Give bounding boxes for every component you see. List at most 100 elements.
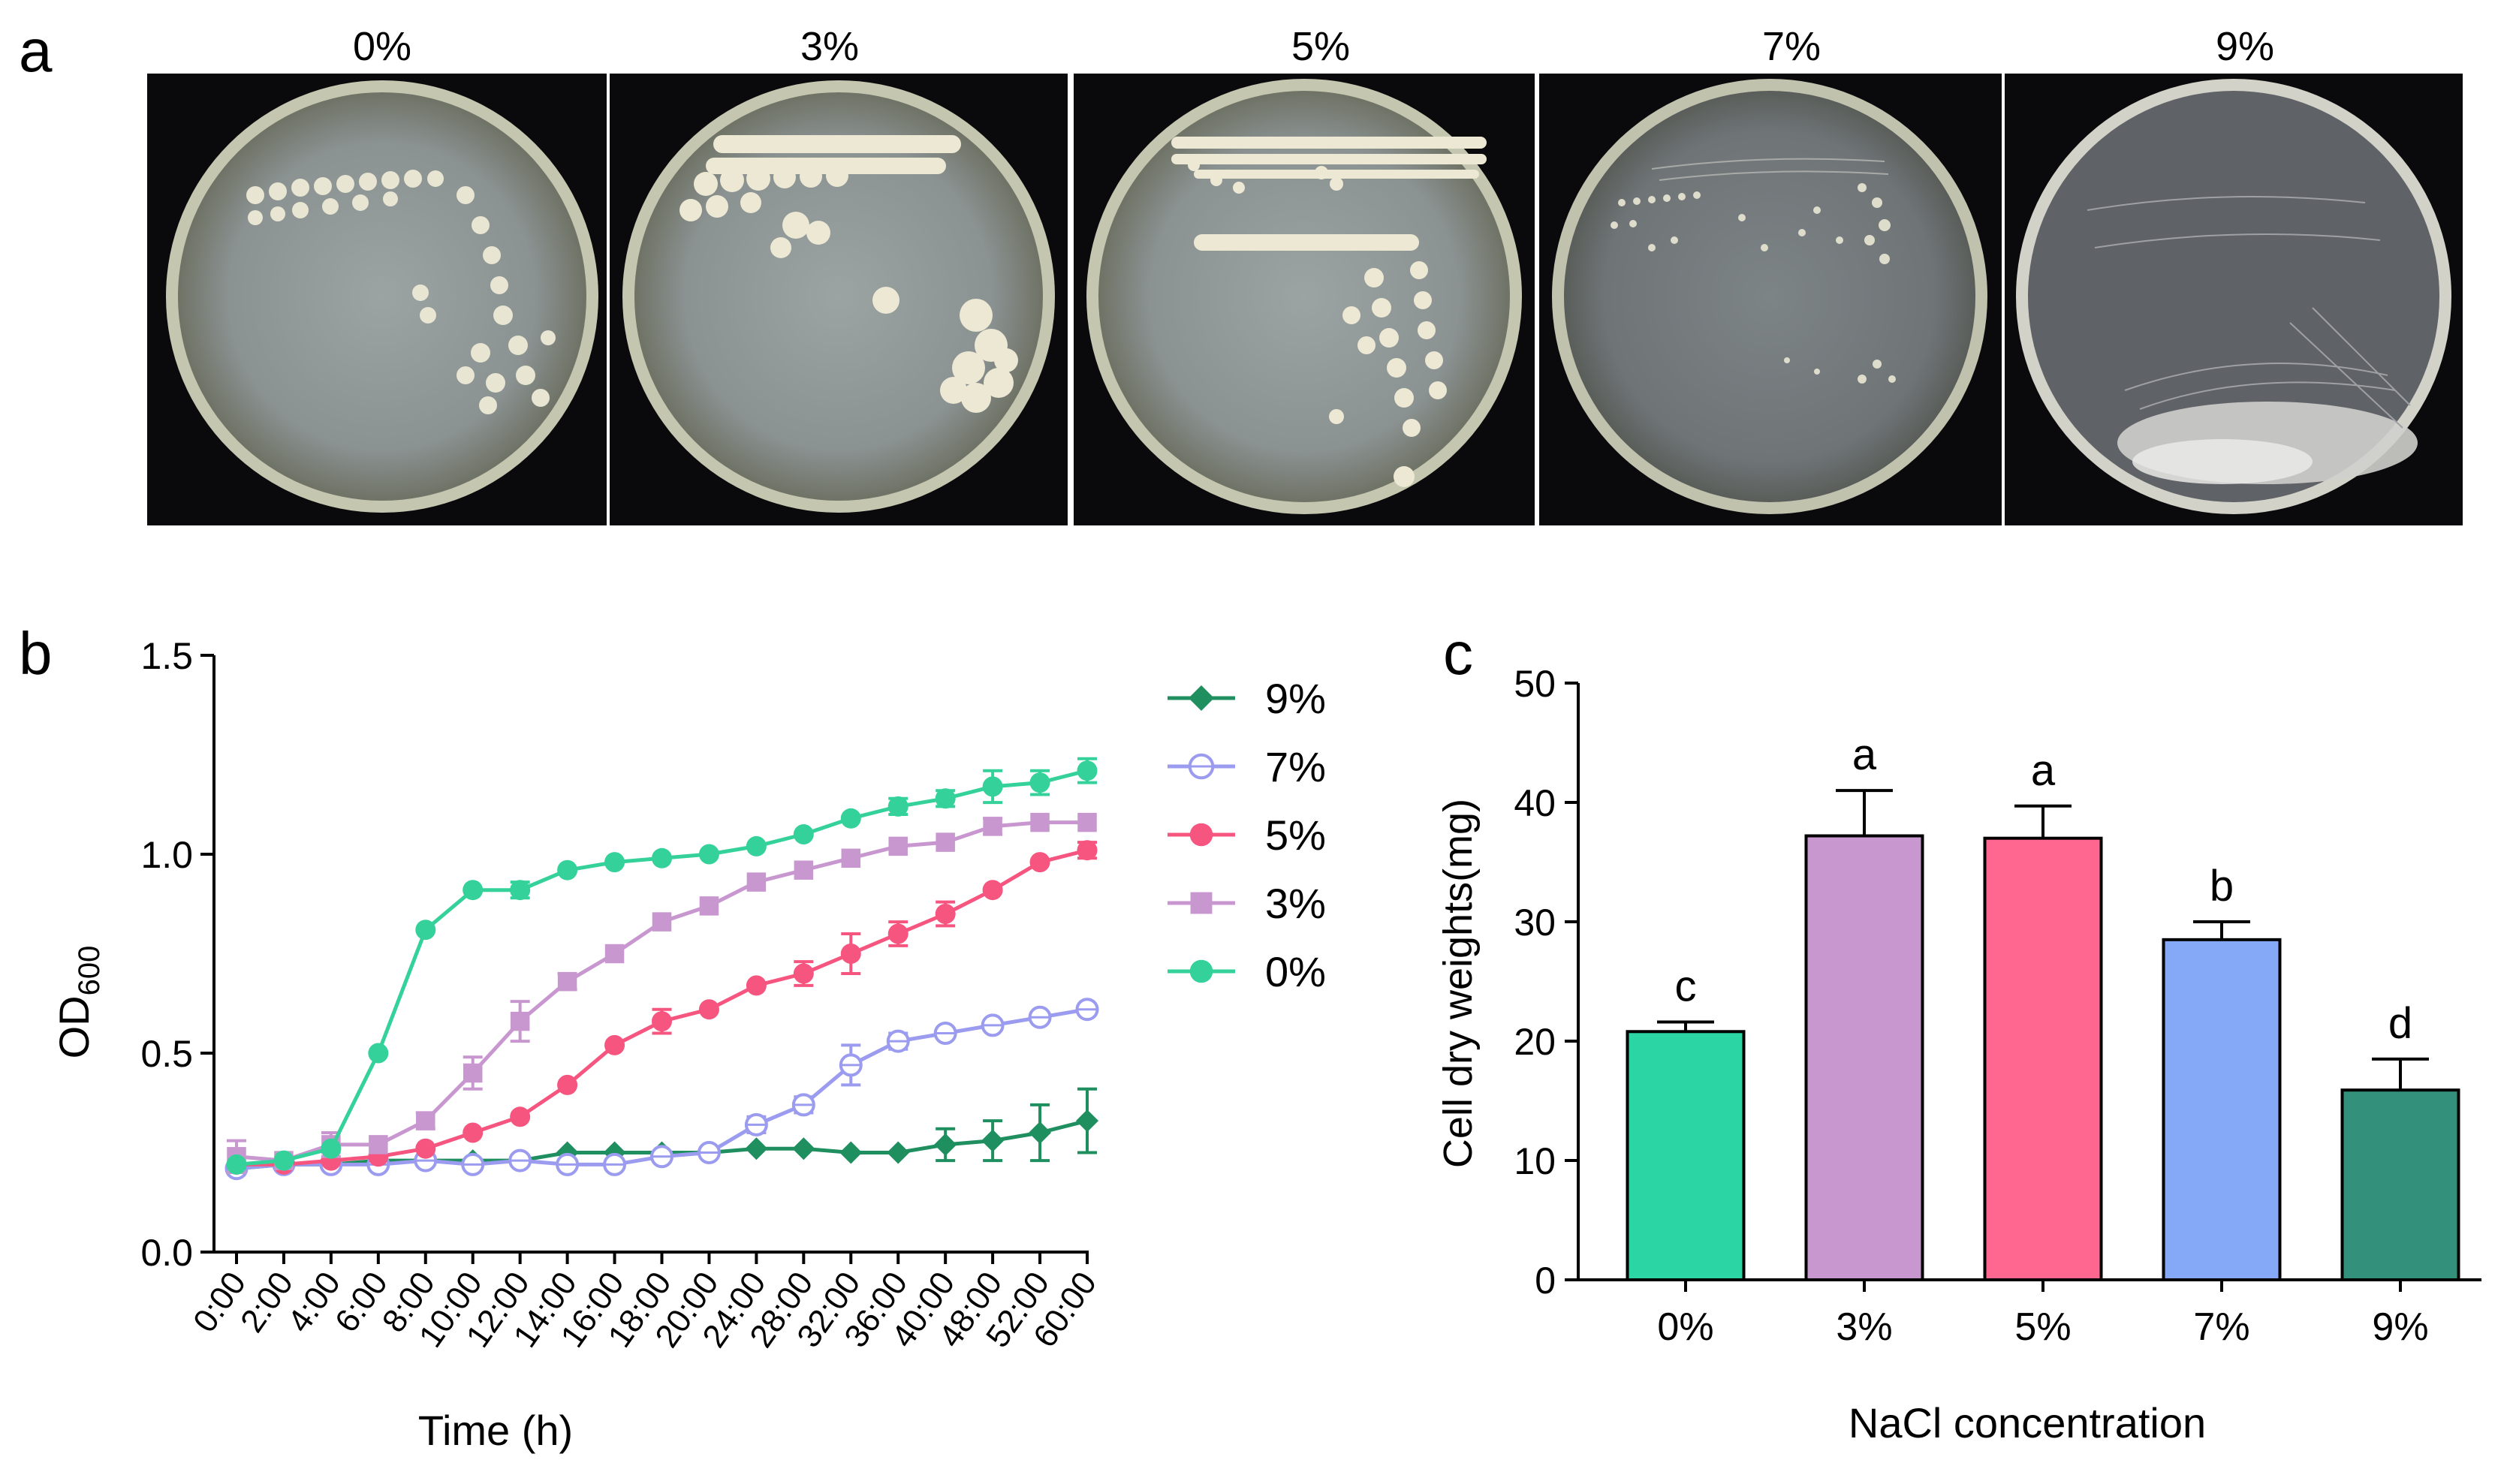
plate-7: 7% (1539, 24, 2002, 525)
data-point (1077, 840, 1098, 861)
colonies (246, 170, 556, 414)
x-tick-label: 0:00 (186, 1266, 253, 1339)
agar-surface (634, 92, 1043, 501)
streak-lines (2087, 196, 2411, 429)
bar-chart: 0 10 20 30 40 50 c a a b d 0% 3% 5% 7% 9% NaCl concen… (1436, 663, 2481, 1446)
data-point (415, 920, 436, 941)
data-point (557, 859, 578, 880)
data-point (461, 1152, 485, 1176)
panel-label-b: b (19, 620, 53, 687)
data-point (1076, 1109, 1098, 1133)
data-point (463, 1122, 484, 1143)
legend: 9% 7% 5% 3% 0% (1168, 675, 1326, 995)
agar-surface (178, 92, 586, 501)
x-tick-label: 6:00 (328, 1266, 395, 1339)
data-point (933, 1022, 957, 1045)
agar-surface (1098, 91, 1510, 502)
plate-0: 0% (147, 24, 607, 525)
data-point (840, 808, 861, 829)
data-point (698, 999, 719, 1020)
legend-label: 9% (1265, 675, 1326, 722)
data-point (273, 1150, 294, 1171)
data-point (839, 1053, 863, 1077)
data-point (415, 1138, 436, 1159)
data-point (699, 896, 719, 916)
data-point (416, 1111, 435, 1130)
y-tick-label: 50 (1514, 663, 1556, 705)
data-point (463, 1063, 483, 1083)
legend-marker (1189, 685, 1214, 711)
data-point (982, 776, 1003, 797)
bar (1626, 1030, 1746, 1282)
data-point (746, 835, 767, 856)
significance-letter: a (2031, 746, 2056, 795)
plate-label: 5% (1291, 24, 1350, 69)
series-line (236, 769, 1088, 1166)
data-point (888, 836, 908, 856)
y-tick-label: 20 (1514, 1021, 1556, 1063)
data-point (604, 1034, 625, 1055)
data-point (887, 796, 908, 817)
y-tick-label: 10 (1514, 1140, 1556, 1182)
y-tick-label: 40 (1514, 782, 1556, 824)
data-point (603, 1152, 627, 1176)
data-point (556, 1152, 580, 1176)
x-tick-label: 4:00 (281, 1266, 348, 1339)
data-point (557, 971, 577, 992)
agar-surface (1564, 91, 1975, 502)
plate-label: 9% (2216, 24, 2274, 69)
data-point (1029, 772, 1050, 793)
bar (1804, 834, 1924, 1281)
colony-smear-bright (2132, 439, 2313, 484)
legend-marker (1188, 753, 1215, 780)
data-point (697, 1141, 721, 1164)
data-point (793, 824, 814, 844)
data-point (746, 872, 767, 892)
legend-label: 0% (1265, 948, 1326, 995)
colonies (679, 135, 1018, 413)
agar-surface (2028, 91, 2439, 502)
x-tick-label: 3% (1836, 1305, 1892, 1349)
legend-label: 3% (1265, 880, 1326, 927)
data-point (841, 848, 861, 868)
y-tick-label: 0.5 (140, 1033, 193, 1075)
data-point (839, 1141, 863, 1164)
x-tick-label: 9% (2372, 1305, 2428, 1349)
data-point (886, 1029, 910, 1053)
significance-letter: c (1675, 962, 1697, 1011)
plate-5: 5% (1074, 24, 1535, 525)
significance-letter: d (2388, 999, 2412, 1048)
x-tick-label: 0% (1657, 1305, 1713, 1349)
significance-letter: a (1852, 730, 1877, 779)
bars-group: c a a b d (1626, 730, 2460, 1282)
legend-label: 5% (1265, 811, 1326, 859)
legend-marker (1189, 823, 1213, 847)
panel-label-a: a (19, 17, 53, 84)
legend-marker (1189, 959, 1213, 983)
data-point (510, 880, 531, 901)
y-tick-label: 0.0 (140, 1232, 193, 1274)
data-point (557, 1074, 578, 1095)
data-point (321, 1138, 342, 1159)
data-point (982, 880, 1003, 901)
significance-letter: b (2210, 862, 2234, 911)
y-tick-labels: 0.0 0.5 1.0 1.5 (140, 635, 193, 1274)
y-axis-title: OD600 (50, 946, 106, 1059)
plate-3: 3% (610, 24, 1068, 525)
bar (2340, 1088, 2460, 1281)
data-point (368, 1043, 389, 1064)
x-tick-labels: 0% 3% 5% 7% 9% (1657, 1305, 2428, 1349)
data-point (791, 1093, 815, 1117)
data-point (650, 1145, 673, 1169)
x-axis-title: NaCl concentration (1849, 1399, 2206, 1446)
data-point (983, 817, 1002, 836)
axes (200, 654, 1089, 1264)
x-tick-label: 2:00 (234, 1266, 300, 1339)
y-tick-label: 0 (1535, 1260, 1556, 1302)
x-tick-labels: 0:002:004:006:008:0010:0012:0014:0016:00… (186, 1266, 1104, 1354)
plate-label: 7% (1762, 24, 1821, 69)
data-point (652, 1011, 672, 1032)
data-point (369, 1135, 388, 1154)
data-point (652, 912, 672, 932)
